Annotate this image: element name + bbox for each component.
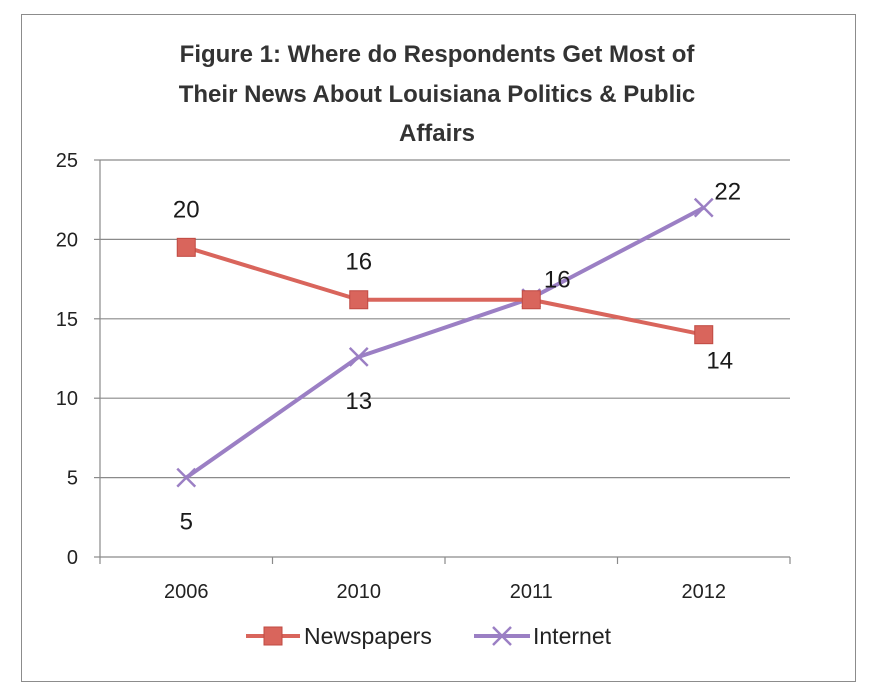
data-label: 16 — [544, 267, 571, 294]
legend-label: Newspapers — [304, 623, 432, 649]
data-point — [176, 467, 197, 488]
chart-title: Figure 1: Where do Respondents Get Most … — [179, 41, 696, 147]
data-label: 13 — [345, 388, 372, 415]
x-tick-label: 2012 — [682, 581, 727, 603]
x-marker-stroke — [693, 197, 714, 218]
data-point — [176, 237, 196, 257]
data-label: 14 — [706, 348, 733, 375]
x-tick-label: 2006 — [164, 581, 209, 603]
chart-title-line: Figure 1: Where do Respondents Get Most … — [180, 41, 696, 68]
chart-title-line: Affairs — [399, 120, 475, 147]
y-tick-label: 10 — [56, 388, 78, 410]
series-internet — [176, 197, 714, 488]
series-line — [185, 205, 705, 480]
data-label: 20 — [173, 196, 200, 223]
legend-item-internet: Internet — [474, 623, 612, 649]
series-newspapers — [176, 237, 714, 345]
y-tick-label: 5 — [67, 468, 78, 490]
y-tick-label: 25 — [56, 150, 78, 172]
y-tick-label: 15 — [56, 309, 78, 331]
chart-frame — [21, 14, 856, 682]
data-point — [521, 290, 541, 310]
y-tick-label: 20 — [56, 229, 78, 251]
series-line — [185, 245, 705, 337]
data-point — [349, 290, 369, 310]
y-tick-label: 0 — [67, 547, 78, 569]
x-marker-stroke — [176, 467, 197, 488]
data-point — [348, 347, 369, 367]
data-label: 22 — [714, 179, 741, 206]
legend-label: Internet — [533, 623, 612, 649]
x-tick-label: 2011 — [510, 581, 553, 603]
data-point — [694, 325, 714, 345]
data-label: 5 — [180, 509, 193, 536]
chart-title-line: Their News About Louisiana Politics & Pu… — [179, 81, 696, 108]
legend-marker — [263, 626, 283, 646]
x-marker-stroke — [348, 347, 369, 367]
data-point — [693, 197, 714, 218]
data-label: 16 — [345, 249, 372, 276]
x-marker-stroke — [492, 626, 512, 646]
x-tick-label: 2010 — [337, 581, 382, 603]
legend: Newspapers Internet — [246, 623, 612, 649]
legend-marker — [492, 626, 512, 646]
legend-item-newspapers: Newspapers — [246, 623, 432, 649]
